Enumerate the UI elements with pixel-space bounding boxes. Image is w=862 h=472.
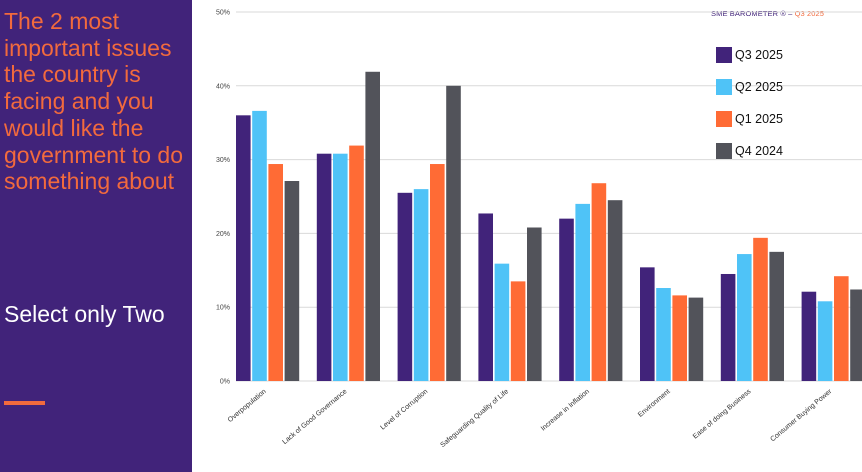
bars bbox=[236, 71, 862, 382]
x-tick-label: Lack of Good Governance bbox=[281, 388, 348, 446]
accent-bar bbox=[4, 401, 45, 405]
x-tick-label: Level of Corruption bbox=[379, 388, 429, 431]
legend-swatch bbox=[716, 47, 732, 63]
bar bbox=[720, 273, 736, 381]
bar bbox=[527, 227, 542, 381]
bar bbox=[494, 263, 510, 381]
bar bbox=[559, 218, 574, 381]
bar bbox=[769, 251, 784, 381]
bar bbox=[268, 164, 283, 381]
bar bbox=[333, 153, 348, 381]
legend-label: Q2 2025 bbox=[735, 80, 783, 94]
y-tick-labels: 0% 10% 20% 30% 40% 50% bbox=[216, 10, 230, 386]
y-tick-label: 50% bbox=[216, 10, 230, 17]
bar-chart: 0% 10% 20% 30% 40% 50% Overpopulation Lack of … bbox=[216, 10, 862, 449]
x-tick-labels: Overpopulation Lack of Good Governance Lev… bbox=[227, 388, 834, 449]
legend-label: Q1 2025 bbox=[735, 112, 783, 126]
bar bbox=[575, 203, 590, 381]
bar bbox=[834, 276, 849, 381]
legend-label: Q3 2025 bbox=[735, 48, 783, 62]
x-tick-label: Overpopulation bbox=[227, 388, 268, 424]
question-instruction: Select only Two bbox=[4, 301, 165, 327]
bar bbox=[510, 281, 526, 381]
x-tick-label: Consumer Buying Power bbox=[769, 388, 833, 444]
bar bbox=[672, 295, 687, 381]
y-tick-label: 30% bbox=[216, 157, 230, 164]
left-panel: The 2 most important issues the country … bbox=[0, 0, 192, 472]
x-tick-label: Ease of doing Business bbox=[692, 388, 753, 441]
brand-separator: – bbox=[788, 9, 793, 18]
y-tick-label: 10% bbox=[216, 305, 230, 312]
legend: Q3 2025 Q2 2025 Q1 2025 Q4 2024 bbox=[716, 47, 783, 159]
bar bbox=[801, 291, 817, 381]
bar bbox=[817, 301, 833, 381]
y-tick-label: 40% bbox=[216, 83, 230, 90]
bar bbox=[607, 200, 623, 381]
x-tick-label: Safeguarding Quality of Life bbox=[439, 388, 510, 449]
bar bbox=[737, 254, 752, 381]
bar bbox=[656, 288, 671, 381]
legend-swatch bbox=[716, 111, 732, 127]
legend-swatch bbox=[716, 79, 732, 95]
question-title: The 2 most important issues the country … bbox=[4, 8, 184, 195]
bar bbox=[688, 297, 704, 381]
brand-label: SME BAROMETER ® – Q3 2025 bbox=[711, 9, 824, 18]
bar bbox=[316, 153, 332, 381]
bar bbox=[284, 181, 300, 381]
bar bbox=[753, 237, 768, 381]
bar bbox=[850, 289, 862, 381]
bar bbox=[236, 115, 251, 381]
x-tick-label: Environment bbox=[637, 388, 672, 419]
brand-quarter: Q3 2025 bbox=[794, 9, 825, 18]
legend-swatch bbox=[716, 143, 732, 159]
x-tick-label: Increase in Inflation bbox=[540, 388, 591, 432]
bar bbox=[446, 85, 461, 382]
bar bbox=[413, 189, 429, 381]
brand-name: SME BAROMETER ® bbox=[711, 9, 786, 18]
y-tick-label: 0% bbox=[220, 379, 230, 386]
bar bbox=[478, 213, 493, 381]
bar bbox=[397, 192, 413, 381]
legend-label: Q4 2024 bbox=[735, 144, 783, 158]
bar bbox=[430, 164, 445, 381]
y-tick-label: 20% bbox=[216, 231, 230, 238]
bar bbox=[252, 110, 267, 381]
bar bbox=[349, 145, 364, 381]
bar bbox=[591, 183, 607, 381]
bar bbox=[365, 71, 380, 381]
bar bbox=[640, 267, 655, 381]
